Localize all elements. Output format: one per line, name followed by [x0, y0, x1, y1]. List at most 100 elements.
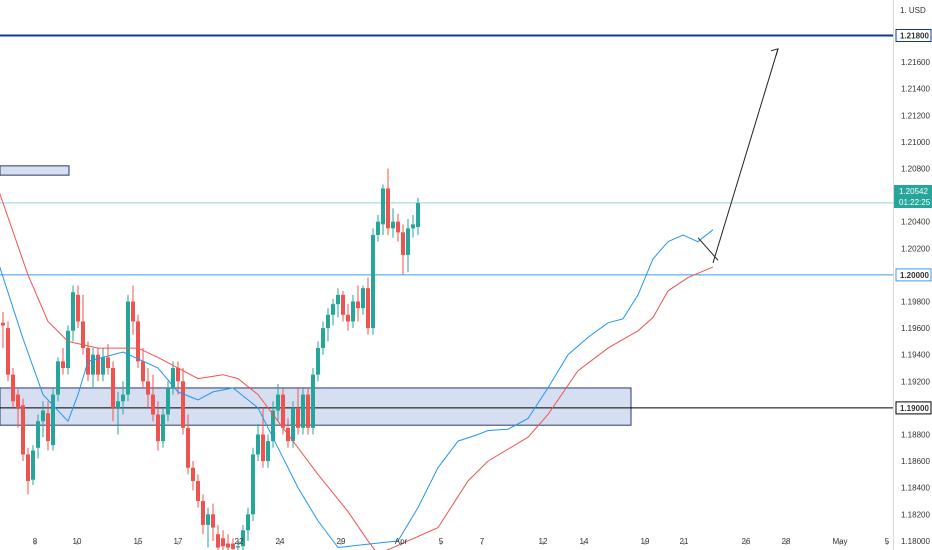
- candle-body: [166, 387, 170, 415]
- candle-body: [301, 394, 305, 428]
- candle-body: [196, 481, 200, 501]
- candle-body: [331, 304, 335, 315]
- zone-box: [0, 387, 632, 426]
- moving-averages-layer: [0, 192, 714, 550]
- arrow-shaft: [712, 48, 779, 264]
- time-tick-label: 8: [33, 537, 38, 546]
- price-tick-label: 1.21000: [901, 138, 930, 147]
- candle-body: [176, 368, 180, 382]
- candle-body: [356, 301, 360, 309]
- zones-layer: [0, 165, 632, 426]
- time-tick-label: Apr: [395, 537, 408, 546]
- candle-body: [386, 188, 390, 229]
- candle-body: [306, 394, 310, 428]
- candle-body: [91, 354, 95, 375]
- candle-body: [71, 292, 75, 331]
- candle-body: [61, 361, 65, 368]
- level-price-tag: [895, 401, 932, 415]
- candle-body: [151, 394, 155, 415]
- candle-body: [246, 514, 250, 531]
- time-tick-label: 21: [680, 537, 689, 546]
- price-tick-label: 1.21200: [901, 111, 930, 120]
- candle-body: [266, 441, 270, 462]
- time-tick-label: 29: [337, 537, 346, 546]
- candle-body: [316, 348, 320, 375]
- current-price-tag: [894, 185, 932, 208]
- candle-body: [51, 394, 55, 446]
- price-tick-label: 1.20400: [901, 218, 930, 227]
- candle-body: [141, 361, 145, 382]
- price-tick-label: 1.21600: [901, 58, 930, 67]
- price-tick-label: 1.18800: [901, 431, 930, 440]
- time-tick-label: 5: [885, 537, 890, 546]
- time-tick-label: 12: [539, 537, 548, 546]
- level-price-label: 1.21800: [900, 32, 929, 41]
- time-tick-label: 26: [742, 537, 751, 546]
- level-price-label: 1.20000: [900, 271, 929, 280]
- candle-body: [311, 374, 315, 428]
- time-tick-label: 15: [134, 537, 143, 546]
- candle-body: [181, 381, 185, 428]
- candle-body: [336, 294, 340, 305]
- candle-body: [201, 501, 205, 525]
- candle-body: [116, 401, 120, 408]
- candle-body: [46, 413, 50, 442]
- time-tick-label: 17: [174, 537, 183, 546]
- price-tick-label: 1.19200: [901, 377, 930, 386]
- candle-body: [146, 381, 150, 395]
- candle-body: [376, 221, 380, 235]
- candle-body: [366, 288, 370, 329]
- candle-body: [131, 301, 135, 322]
- levels-layer: [0, 34, 893, 409]
- price-tick-label: 1.18600: [901, 457, 930, 466]
- candle-body: [321, 328, 325, 349]
- arrow-tail-tick: [697, 237, 719, 261]
- level-price-tag: [895, 268, 932, 282]
- candle-body: [276, 394, 280, 411]
- candle-body: [96, 354, 100, 375]
- level-price-label: 1.19000: [900, 404, 929, 413]
- price-tags: 1.20542 01:22:25: [894, 185, 932, 208]
- time-tick-label: 19: [641, 537, 650, 546]
- candle-body: [216, 534, 220, 548]
- time-tick-label: 14: [580, 537, 589, 546]
- candle-body: [361, 288, 365, 309]
- candle-body: [371, 235, 375, 329]
- candle-body: [256, 434, 260, 455]
- candle-body: [56, 361, 60, 395]
- candle-body: [346, 314, 350, 322]
- arrow-head: [770, 48, 779, 56]
- candle-body: [221, 538, 225, 547]
- candle-body: [41, 410, 45, 422]
- candle-body: [326, 314, 330, 329]
- candle-body: [351, 301, 355, 322]
- candle-body: [81, 321, 85, 349]
- candle-body: [156, 414, 160, 442]
- time-tick-label: 28: [782, 537, 791, 546]
- candle-body: [186, 427, 190, 468]
- candle-body: [11, 374, 15, 402]
- candle-body: [101, 357, 105, 375]
- candle-body: [271, 410, 275, 442]
- candle-body: [161, 414, 165, 442]
- candle-body: [1, 322, 5, 326]
- candle-body: [406, 228, 410, 255]
- ema-fast-line: [0, 229, 714, 549]
- candle-body: [281, 394, 285, 428]
- candle-body: [26, 454, 30, 482]
- candle-body: [416, 203, 420, 228]
- level-price-tag: [895, 29, 932, 42]
- price-tick-label: 1.21400: [901, 85, 930, 94]
- price-axis[interactable]: 1. USD 1.21600 1.21400 1.21200 1.21000 1.208…: [895, 6, 932, 546]
- price-tick-label: 1.19600: [901, 324, 930, 333]
- price-tick-label: 1.20800: [901, 165, 930, 174]
- candle-body: [76, 294, 80, 322]
- price-tick-label: 1.18400: [901, 484, 930, 493]
- candle-body: [211, 514, 215, 528]
- price-tick-label: 1.18000: [901, 537, 930, 546]
- time-axis[interactable]: 8 10 15 17 22 24 29 Apr 5 7 12 14 19 21 26 28 May 5: [33, 537, 890, 546]
- price-tick-label: 1.18200: [901, 510, 930, 519]
- candle-body: [111, 368, 115, 408]
